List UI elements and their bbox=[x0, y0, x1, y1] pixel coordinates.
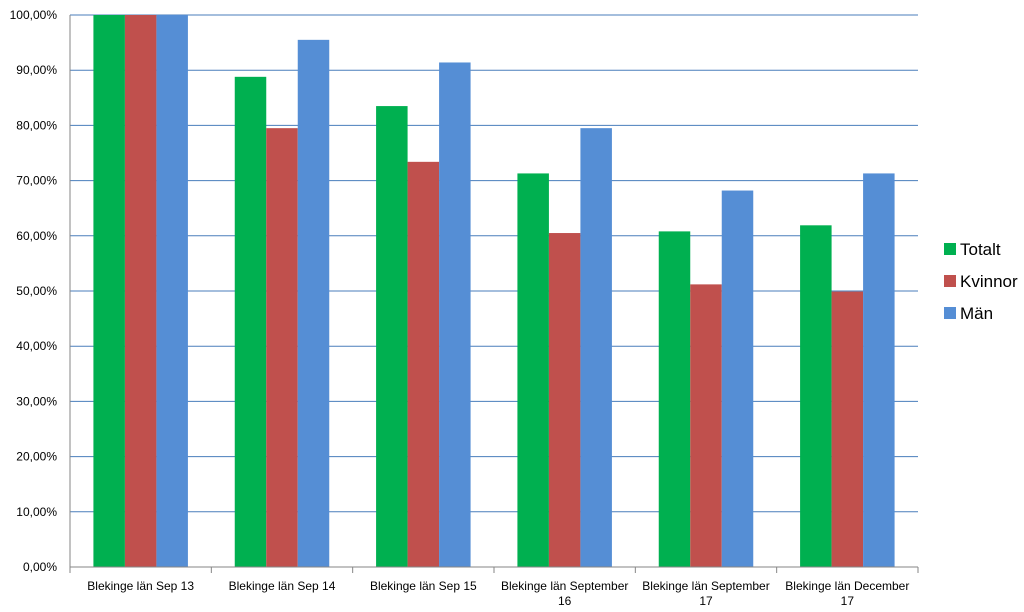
bar-totalt bbox=[658, 231, 691, 567]
legend-swatch bbox=[944, 243, 956, 255]
x-tick-label: Blekinge län Sep 14 bbox=[229, 579, 336, 593]
bar-totalt bbox=[376, 106, 408, 567]
x-tick-label: 17 bbox=[699, 594, 713, 608]
bar-kvinnor bbox=[407, 161, 440, 567]
y-tick-label: 90,00% bbox=[16, 63, 57, 77]
legend-swatch bbox=[944, 275, 956, 287]
bar-kvinnor bbox=[266, 128, 298, 567]
bar-kvinnor bbox=[124, 15, 157, 567]
bar-kvinnor bbox=[548, 233, 581, 568]
bar-totalt bbox=[93, 15, 125, 567]
x-tick-label: Blekinge län December bbox=[785, 579, 909, 593]
x-tick-label: 17 bbox=[841, 594, 855, 608]
x-tick-label: Blekinge län September bbox=[642, 579, 769, 593]
bar-totalt bbox=[517, 173, 549, 567]
y-tick-label: 50,00% bbox=[16, 284, 57, 298]
x-tick-label: Blekinge län Sep 15 bbox=[370, 579, 477, 593]
bar-kvinnor bbox=[831, 291, 864, 567]
legend-label: Totalt bbox=[960, 240, 1001, 259]
legend-label: Kvinnor bbox=[960, 272, 1018, 291]
gridlines bbox=[70, 14, 918, 513]
y-axis-tick-labels: 0,00% 10,00% 20,00% 30,00% 40,00% 50,00% 60,00… bbox=[10, 8, 58, 574]
bar-män bbox=[439, 62, 471, 568]
y-tick-label: 60,00% bbox=[16, 229, 57, 243]
bar-totalt bbox=[800, 225, 832, 567]
bar-män bbox=[863, 173, 895, 567]
legend: Totalt Kvinnor Män bbox=[944, 240, 1018, 323]
legend-swatch bbox=[944, 307, 956, 319]
y-tick-label: 0,00% bbox=[23, 560, 57, 574]
y-tick-label: 70,00% bbox=[16, 174, 57, 188]
bar-totalt bbox=[234, 76, 267, 567]
bar-kvinnor bbox=[690, 284, 722, 567]
x-tick-label: Blekinge län September bbox=[501, 579, 628, 593]
x-axis: Blekinge län Sep 13 Blekinge län Sep 14 Bl… bbox=[69, 15, 919, 608]
bar-män bbox=[297, 39, 330, 567]
y-tick-label: 10,00% bbox=[16, 505, 57, 519]
y-tick-label: 30,00% bbox=[16, 394, 57, 408]
y-tick-label: 100,00% bbox=[10, 8, 58, 22]
x-tick-label: 16 bbox=[558, 594, 572, 608]
y-tick-label: 40,00% bbox=[16, 339, 57, 353]
x-tick-label: Blekinge län Sep 13 bbox=[87, 579, 194, 593]
legend-label: Män bbox=[960, 304, 993, 323]
bar-män bbox=[580, 128, 612, 567]
y-tick-label: 80,00% bbox=[16, 118, 57, 132]
bars bbox=[93, 15, 895, 568]
bar-män bbox=[156, 15, 188, 567]
y-tick-label: 20,00% bbox=[16, 450, 57, 464]
bar-män bbox=[721, 190, 754, 567]
